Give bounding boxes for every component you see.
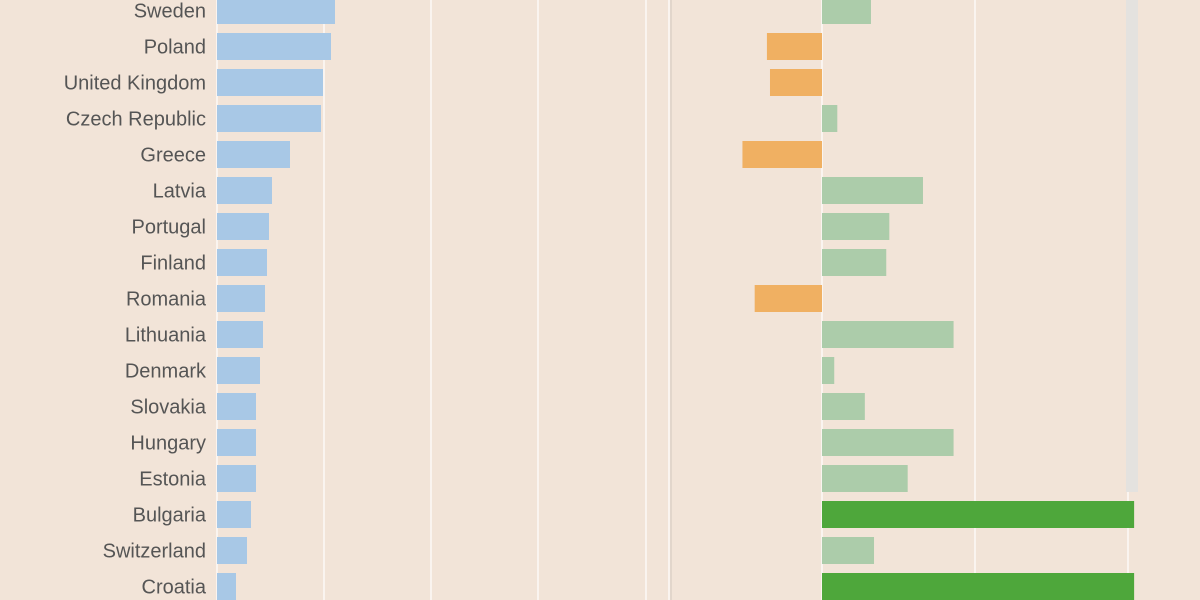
right-bar-romania[interactable] [754,285,822,312]
category-label: Croatia [142,577,207,599]
right-bar-portugal[interactable] [822,213,890,240]
left-bar-bulgaria[interactable] [217,501,251,528]
category-label: Lithuania [125,325,207,347]
left-bar-czech-republic[interactable] [217,105,321,132]
right-bar-estonia[interactable] [822,465,908,492]
left-bar-latvia[interactable] [217,177,272,204]
category-label: Denmark [125,361,207,383]
right-bars [742,0,1135,600]
category-label: Greece [140,145,206,167]
left-bar-denmark[interactable] [217,357,260,384]
vertical-scrollbar[interactable] [1126,0,1138,492]
left-bar-greece[interactable] [217,141,290,168]
category-label: Latvia [153,181,207,203]
left-bar-united-kingdom[interactable] [217,69,323,96]
left-bar-romania[interactable] [217,285,265,312]
category-label: Hungary [130,433,206,455]
left-bar-hungary[interactable] [217,429,256,456]
left-bar-lithuania[interactable] [217,321,263,348]
right-bar-denmark[interactable] [822,357,835,384]
left-bar-finland[interactable] [217,249,267,276]
category-label: Switzerland [103,541,206,563]
right-bar-czech-republic[interactable] [822,105,838,132]
right-bar-croatia[interactable] [822,573,1135,600]
left-bar-slovakia[interactable] [217,393,256,420]
right-bar-slovakia[interactable] [822,393,865,420]
category-label: Estonia [139,469,207,491]
left-bar-sweden[interactable] [217,0,335,24]
category-label: Slovakia [130,397,206,419]
category-label: Bulgaria [133,505,207,527]
right-bar-switzerland[interactable] [822,537,875,564]
right-bar-united-kingdom[interactable] [769,69,822,96]
left-bar-croatia[interactable] [217,573,236,600]
category-label: United Kingdom [64,73,206,95]
category-label: Sweden [134,1,206,23]
left-bar-estonia[interactable] [217,465,256,492]
left-bar-poland[interactable] [217,33,331,60]
right-bar-hungary[interactable] [822,429,954,456]
left-bar-switzerland[interactable] [217,537,247,564]
category-label: Portugal [132,217,207,239]
left-bars [217,0,335,600]
country-labels: Sweden Poland United Kingdom Czech Republic… [64,1,207,599]
right-bar-greece[interactable] [742,141,822,168]
right-bar-sweden[interactable] [822,0,871,24]
category-label: Finland [140,253,206,275]
category-label: Romania [126,289,207,311]
right-bar-latvia[interactable] [822,177,923,204]
right-bar-bulgaria[interactable] [822,501,1135,528]
left-gridlines [216,0,647,600]
right-bar-lithuania[interactable] [822,321,954,348]
right-bar-poland[interactable] [766,33,822,60]
category-label: Czech Republic [66,109,206,131]
category-label: Poland [144,37,206,59]
right-bar-finland[interactable] [822,249,887,276]
left-bar-portugal[interactable] [217,213,269,240]
